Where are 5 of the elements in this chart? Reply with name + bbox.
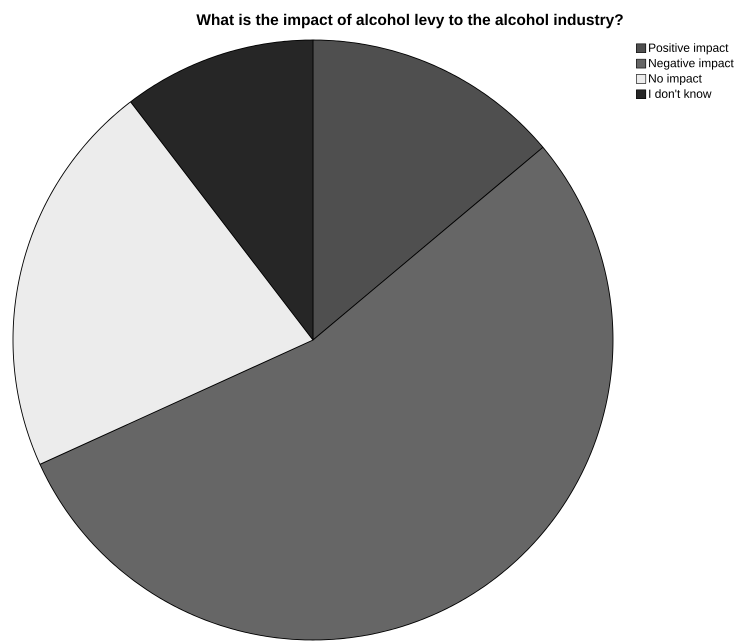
legend-label: Negative impact: [649, 58, 734, 70]
legend-label: I don't know: [649, 89, 712, 98]
legend-label: Positive impact: [649, 43, 728, 54]
chart-title: What is the impact of alcohol levy to the alcohol industry?: [196, 14, 623, 28]
legend-label: No impact: [649, 74, 702, 86]
